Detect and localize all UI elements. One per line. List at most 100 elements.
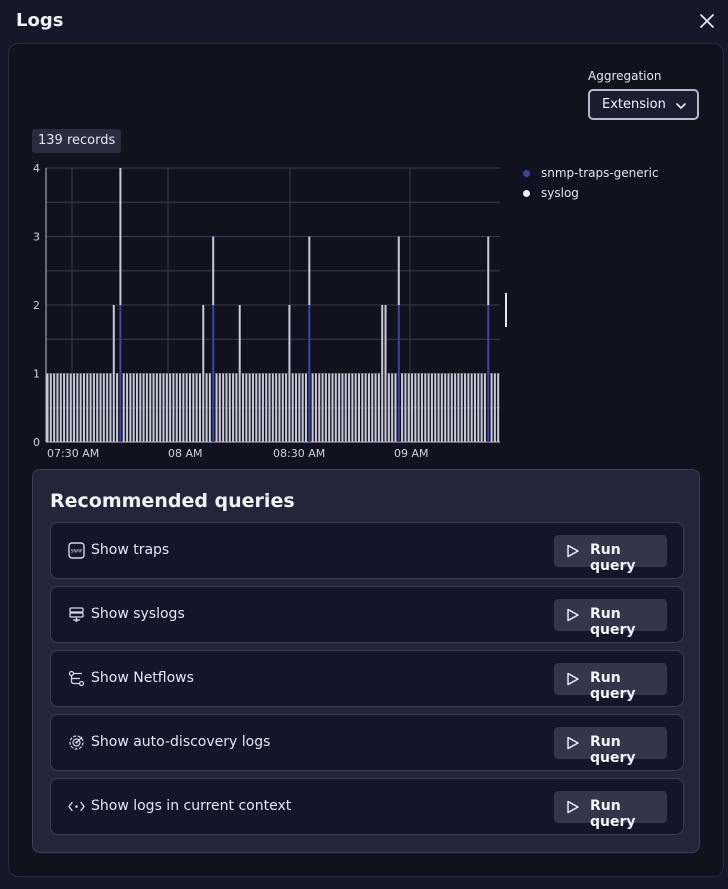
bar-syslog — [198, 373, 201, 442]
dialog-title: Logs — [16, 10, 64, 31]
bar-syslog — [338, 373, 341, 442]
x-tick-label: 08 AM — [168, 447, 203, 460]
bar-syslog — [69, 373, 72, 442]
bar-syslog — [381, 305, 384, 442]
flow-icon — [68, 670, 85, 687]
bar-syslog — [440, 373, 443, 442]
run-query-button-auto-discovery[interactable]: Run query — [554, 727, 667, 766]
bar-syslog — [318, 373, 321, 442]
bar-syslog — [341, 373, 344, 442]
bar-syslog — [106, 373, 109, 442]
legend-item-snmp[interactable]: snmp-traps-generic — [523, 163, 659, 183]
run-query-label: Run query — [590, 734, 636, 766]
aggregation-select[interactable]: Extension — [588, 89, 699, 120]
bar-syslog — [473, 373, 477, 442]
aggregation-label: Aggregation — [588, 69, 662, 83]
bar-syslog — [82, 373, 85, 442]
bar-syslog — [311, 373, 314, 442]
x-tick-label: 09 AM — [394, 447, 429, 460]
bar-syslog — [76, 373, 79, 442]
recommended-queries-title: Recommended queries — [50, 490, 295, 512]
play-icon — [566, 608, 580, 622]
snmp-icon: SNMP — [68, 542, 85, 559]
bar-syslog — [165, 373, 168, 442]
run-query-button-traps[interactable]: Run query — [554, 535, 667, 574]
bar-syslog — [142, 373, 145, 442]
bar-syslog — [162, 373, 165, 442]
close-icon[interactable] — [696, 10, 718, 32]
run-query-button-syslogs[interactable]: Run query — [554, 599, 667, 638]
chart-legend: snmp-traps-generic syslog — [523, 163, 659, 203]
bar-snmp — [308, 305, 311, 442]
run-query-label: Run query — [590, 542, 636, 574]
bar-syslog — [497, 373, 500, 442]
play-icon — [566, 544, 580, 558]
bar-syslog — [420, 373, 423, 442]
bar-syslog — [334, 373, 337, 442]
bar-syslog — [218, 373, 221, 442]
bar-syslog — [172, 373, 175, 442]
bar-syslog — [112, 305, 115, 442]
bar-syslog — [397, 236, 400, 305]
bar-syslog — [102, 373, 105, 442]
bar-syslog — [258, 373, 261, 442]
bar-syslog — [261, 373, 264, 442]
bar-syslog — [119, 168, 122, 305]
bar-syslog — [417, 373, 420, 442]
bar-syslog — [308, 236, 311, 305]
query-label-traps: Show traps — [91, 542, 170, 558]
bar-syslog — [331, 373, 334, 442]
bar-syslog — [437, 373, 440, 442]
bar-syslog — [49, 373, 52, 442]
bar-syslog — [444, 373, 447, 442]
bar-syslog — [285, 373, 288, 442]
y-tick-label: 0 — [33, 436, 40, 449]
query-row-traps: SNMP Show traps Run query — [50, 522, 684, 579]
bar-syslog — [470, 373, 473, 442]
bar-syslog — [295, 373, 298, 442]
bar-syslog — [149, 373, 152, 442]
legend-label-syslog: syslog — [541, 186, 579, 200]
bar-syslog — [86, 373, 89, 442]
bar-snmp — [212, 305, 215, 442]
query-label-netflows: Show Netflows — [91, 670, 194, 686]
bar-syslog — [169, 373, 172, 442]
bar-syslog — [99, 373, 102, 442]
bar-syslog — [248, 373, 251, 442]
chevron-down-icon — [675, 100, 687, 110]
logs-histogram[interactable]: 0 1 2 3 4 07:30 AM 08 AM 08:30 AM 09 AM — [28, 160, 508, 470]
x-tick-label: 07:30 AM — [47, 447, 99, 460]
bar-syslog — [155, 373, 158, 442]
bar-syslog — [304, 373, 307, 442]
bar-syslog — [467, 373, 470, 442]
bar-syslog — [314, 373, 317, 442]
bar-syslog — [271, 373, 274, 442]
bar-syslog — [354, 373, 357, 442]
bar-snmp — [487, 305, 490, 442]
bar-syslog — [371, 373, 374, 442]
bar-syslog — [411, 373, 414, 442]
bar-syslog — [208, 373, 211, 442]
bar-syslog — [427, 373, 430, 442]
bar-syslog — [185, 373, 188, 442]
bar-syslog — [404, 373, 407, 442]
legend-item-syslog[interactable]: syslog — [523, 183, 659, 203]
run-query-button-netflows[interactable]: Run query — [554, 663, 667, 702]
bar-syslog — [205, 373, 208, 442]
chart-svg: 0 1 2 3 4 07:30 AM 08 AM 08:30 AM 09 AM — [33, 162, 507, 460]
play-icon — [566, 800, 580, 814]
y-tick-label: 1 — [33, 368, 40, 381]
bar-syslog — [351, 373, 354, 442]
run-query-button-current-context[interactable]: Run query — [554, 791, 667, 830]
bar-syslog — [394, 373, 397, 442]
bar-syslog — [447, 373, 450, 442]
bar-syslog — [59, 373, 62, 442]
bar-syslog — [109, 373, 112, 442]
bar-syslog — [53, 373, 56, 442]
bar-syslog — [232, 373, 235, 442]
bar-syslog — [374, 373, 377, 442]
bar-syslog — [464, 373, 467, 442]
code-context-icon — [68, 798, 85, 815]
y-tick-label: 4 — [33, 162, 40, 175]
bar-syslog — [228, 373, 231, 442]
